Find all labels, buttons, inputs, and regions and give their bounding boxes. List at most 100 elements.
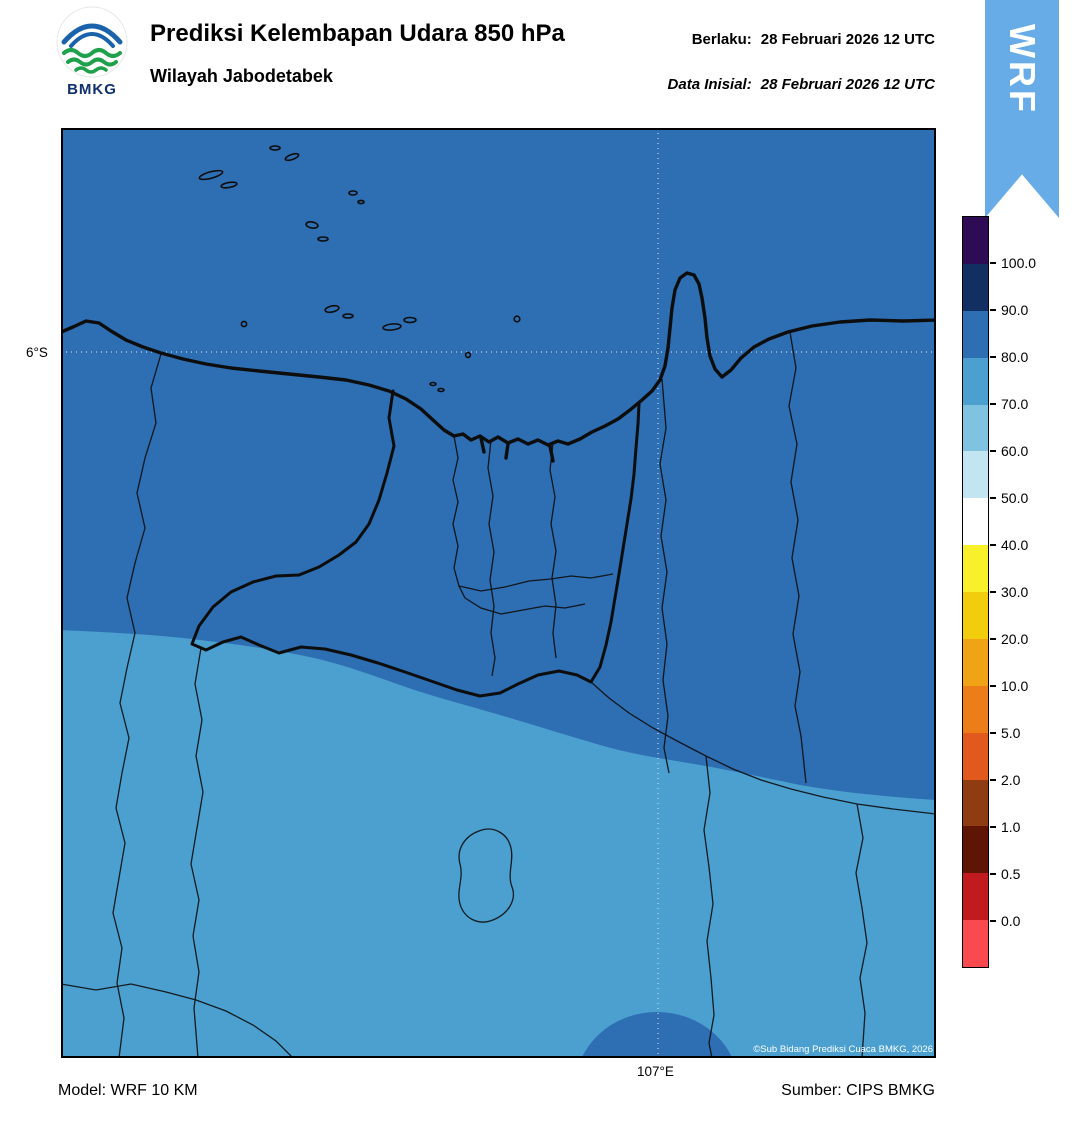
colorbar-segment: [963, 310, 988, 358]
colorbar-segment: [963, 357, 988, 405]
colorbar-tick-label: 100.0: [1001, 255, 1037, 271]
map-area: ©Sub Bidang Prediksi Cuaca BMKG, 2026: [57, 128, 940, 1128]
valid-time: Berlaku: 28 Februari 2026 12 UTC: [692, 31, 935, 48]
colorbar-segment: [963, 920, 988, 967]
colorbar-segment: [963, 451, 988, 499]
colorbar-segment: [963, 826, 988, 874]
valid-time-label: Berlaku:: [691, 31, 752, 48]
island: [305, 221, 319, 229]
lat-tick-label: 6°S: [26, 345, 48, 360]
colorbar-segment: [963, 217, 988, 264]
page-title: Prediksi Kelembapan Udara 850 hPa: [150, 20, 565, 47]
colorbar-tick-label: 50.0: [1001, 490, 1029, 506]
island: [220, 181, 238, 189]
colorbar-segment: [963, 592, 988, 639]
lon-tick-label: 107°E: [637, 1064, 674, 1079]
admin-line: [703, 755, 715, 1059]
initial-time-value: 28 Februari 2026 12 UTC: [760, 76, 935, 93]
colorbar-tick: [990, 779, 996, 781]
wrf-ribbon-label: WRF: [1002, 24, 1043, 115]
island: [357, 199, 365, 205]
colorbar-tick: [990, 403, 996, 405]
page-subtitle: Wilayah Jabodetabek: [150, 66, 333, 86]
island: [429, 381, 437, 387]
colorbar-segment: [963, 404, 988, 452]
bmkg-logo: BMKG: [50, 6, 134, 98]
valid-time-value: 28 Februari 2026 12 UTC: [760, 31, 935, 48]
colorbar-tick-label: 90.0: [1001, 302, 1029, 318]
colorbar-segment: [963, 873, 988, 921]
colorbar-tick: [990, 920, 996, 922]
colorbar-tick-label: 20.0: [1001, 631, 1029, 647]
wrf-ribbon: WRF: [985, 0, 1059, 218]
colorbar-tick-label: 10.0: [1001, 678, 1029, 694]
colorbar-segment: [963, 545, 988, 592]
island: [284, 152, 300, 162]
admin-enclave: [458, 828, 514, 923]
colorbar-tick-label: 2.0: [1001, 772, 1021, 788]
jabodetabek-boundary: [190, 389, 641, 698]
colorbar-tick-label: 30.0: [1001, 584, 1029, 600]
colorbar-tick-label: 70.0: [1001, 396, 1029, 412]
admin-line: [112, 353, 162, 1059]
island: [348, 190, 358, 196]
colorbar-tick: [990, 826, 996, 828]
admin-boundaries-thin: [60, 331, 937, 1059]
map-border: [61, 128, 936, 1058]
island: [382, 323, 402, 331]
river-mouth: [479, 436, 486, 454]
colorbar-tick: [990, 873, 996, 875]
map-copyright: ©Sub Bidang Prediksi Cuaca BMKG, 2026: [753, 1044, 933, 1055]
colorbar-tick: [990, 544, 996, 546]
islands: [198, 145, 521, 393]
colorbar-tick-label: 0.5: [1001, 866, 1021, 882]
colorbar-ticks: 100.0 90.0 80.0 70.0 60.0 50.0 40.0 30.0 20.0 10.…: [990, 216, 1070, 968]
admin-line: [464, 597, 586, 615]
colorbar-segment: [963, 779, 988, 827]
island: [269, 145, 281, 151]
colorbar-bar: [962, 216, 989, 968]
admin-line: [549, 442, 557, 659]
colorbar-segment: [963, 263, 988, 311]
footer-source: Sumber: CIPS BMKG: [781, 1082, 935, 1099]
colorbar-tick: [990, 356, 996, 358]
colorbar-segment: [963, 685, 988, 733]
island: [513, 315, 521, 323]
island: [437, 387, 445, 393]
island: [198, 169, 224, 181]
colorbar-tick-label: 0.0: [1001, 913, 1021, 929]
colorbar-segment: [963, 732, 988, 780]
colorbar-tick-label: 40.0: [1001, 537, 1029, 553]
colorbar-tick-label: 60.0: [1001, 443, 1029, 459]
colorbar-tick: [990, 262, 996, 264]
colorbar-tick: [990, 309, 996, 311]
island: [464, 351, 472, 359]
island: [403, 316, 417, 324]
colorbar-tick: [990, 638, 996, 640]
admin-line: [788, 331, 807, 784]
footer-model: Model: WRF 10 KM: [58, 1082, 198, 1099]
admin-line: [855, 803, 868, 1059]
river-mouth: [504, 442, 510, 460]
initial-time: Data Inisial: 28 Februari 2026 12 UTC: [668, 76, 935, 93]
colorbar-segment: [963, 638, 988, 686]
admin-line: [458, 573, 614, 592]
colorbar-segment: [963, 498, 988, 546]
admin-line: [659, 378, 670, 774]
island: [324, 304, 340, 314]
admin-line: [190, 647, 204, 1059]
initial-time-label: Data Inisial:: [667, 76, 752, 93]
admin-line: [60, 983, 294, 1059]
admin-line: [487, 439, 496, 677]
river-mouth: [548, 444, 555, 463]
colorbar-tick: [990, 732, 996, 734]
island: [317, 236, 329, 242]
colorbar-tick: [990, 685, 996, 687]
colorbar-tick: [990, 497, 996, 499]
island: [342, 313, 354, 319]
coastline: [57, 271, 940, 463]
colorbar-tick: [990, 450, 996, 452]
colorbar-tick-label: 80.0: [1001, 349, 1029, 365]
colorbar: 100.0 90.0 80.0 70.0 60.0 50.0 40.0 30.0 20.0 10.…: [962, 216, 1072, 976]
